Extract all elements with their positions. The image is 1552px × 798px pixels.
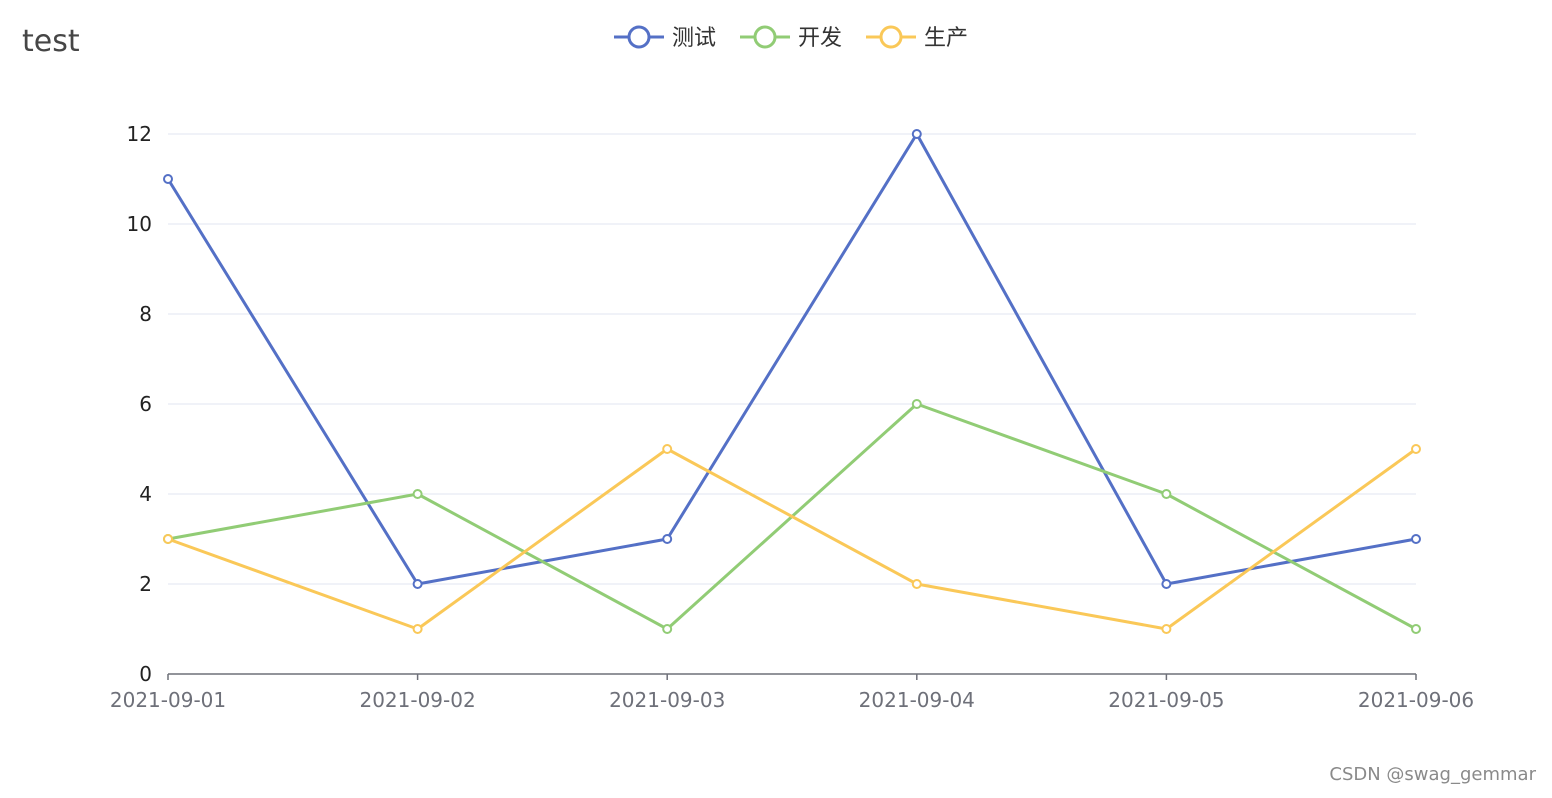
data-point (911, 399, 922, 409)
x-tick-label: 2021-09-02 (359, 688, 475, 712)
watermark-text: CSDN @swag_gemmar (1329, 764, 1536, 785)
data-point (412, 489, 423, 499)
data-point (662, 624, 673, 634)
data-point (163, 534, 173, 544)
data-point (412, 579, 423, 589)
data-point (911, 579, 922, 589)
y-tick-label: 2 (139, 572, 152, 596)
legend-item-1: 开发 (740, 25, 842, 51)
axes: 0 2 4 6 8 10 12 2021-09-01 2021-09-02 2021-09-03 2… (110, 122, 1474, 712)
chart-title: test (22, 24, 80, 59)
legend-label: 测试 (672, 26, 716, 51)
data-point (911, 129, 922, 139)
gridlines (168, 133, 1416, 585)
legend-item-2: 生产 (866, 25, 968, 51)
x-tick-label: 2021-09-06 (1358, 688, 1474, 712)
data-point (412, 624, 423, 634)
series-line-2 (167, 447, 1417, 631)
legend-marker (753, 25, 777, 49)
y-tick-label: 12 (127, 122, 152, 146)
data-point (662, 534, 673, 544)
legend: 测试 开发 生产 (614, 25, 968, 51)
x-tick-label: 2021-09-03 (609, 688, 725, 712)
data-point (1161, 624, 1172, 634)
y-tick-label: 6 (139, 392, 152, 416)
legend-item-0: 测试 (614, 25, 716, 51)
data-point (1161, 579, 1172, 589)
series-lines (163, 129, 1421, 634)
legend-label: 生产 (924, 26, 968, 51)
y-tick-label: 10 (127, 212, 152, 236)
data-point (1411, 624, 1421, 634)
x-tick-label: 2021-09-05 (1108, 688, 1224, 712)
y-tick-label: 8 (139, 302, 152, 326)
x-tick-label: 2021-09-04 (859, 688, 975, 712)
data-point (1411, 534, 1421, 544)
legend-marker (879, 25, 903, 49)
y-tick-label: 0 (139, 662, 152, 686)
series-line-0 (166, 132, 1417, 586)
legend-marker (627, 25, 651, 49)
x-tick-label: 2021-09-01 (110, 688, 226, 712)
data-point (1161, 489, 1172, 499)
data-point (662, 444, 673, 454)
legend-label: 开发 (798, 26, 842, 51)
data-point (163, 174, 173, 184)
y-tick-label: 4 (139, 482, 152, 506)
data-point (1411, 444, 1421, 454)
